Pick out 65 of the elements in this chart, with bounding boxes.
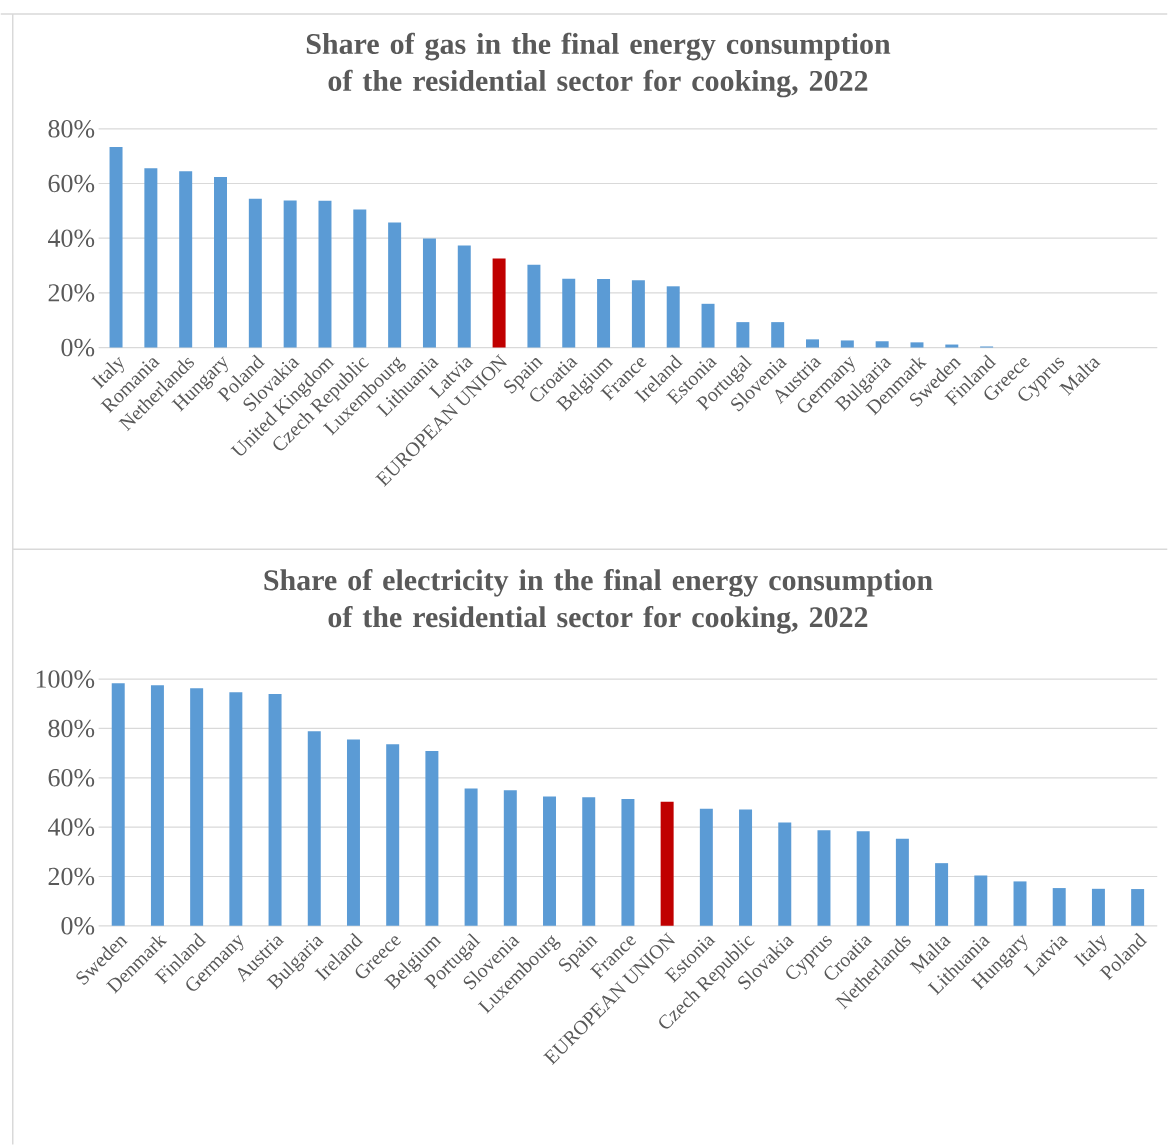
bar	[492, 258, 506, 348]
bar	[739, 809, 753, 926]
y-tick-label: 20%	[48, 867, 95, 886]
bar	[214, 176, 227, 348]
bar	[109, 146, 123, 348]
y-tick-label: 100%	[36, 670, 95, 688]
bar	[464, 788, 478, 926]
bar	[1013, 881, 1027, 926]
chart-title: Share of gas in the final energy consumption of the residential sector for cooking, 2022	[306, 32, 891, 98]
bar	[974, 875, 988, 926]
bar	[283, 200, 297, 348]
bar	[248, 198, 262, 348]
bar	[386, 744, 400, 926]
chart-title: Share of electricity in the final energy consumption of the residential sector for cooking, 2022	[264, 568, 933, 634]
y-tick-label: 0%	[61, 338, 95, 357]
bar	[856, 831, 870, 926]
y-tick-label: 60%	[48, 174, 95, 193]
bar	[621, 798, 635, 926]
bar	[1091, 888, 1105, 926]
bar	[307, 731, 321, 926]
bar	[422, 238, 436, 348]
bar	[597, 278, 611, 348]
y-tick-label: 20%	[48, 283, 95, 302]
y-tick-label: 80%	[48, 119, 95, 138]
bar	[1131, 888, 1145, 926]
bar	[840, 340, 854, 348]
bar	[144, 168, 158, 348]
bar	[111, 683, 125, 926]
bar	[806, 339, 819, 348]
bar	[935, 863, 949, 926]
bar	[771, 321, 785, 348]
y-tick-label: 40%	[48, 818, 95, 836]
bar	[179, 171, 193, 348]
y-tick-label: 0%	[61, 916, 95, 935]
bar	[582, 797, 596, 926]
y-tick-label: 80%	[48, 719, 95, 738]
bar	[150, 685, 164, 926]
bar	[268, 693, 282, 926]
bar	[660, 801, 674, 926]
bar	[346, 739, 360, 926]
bar	[631, 280, 645, 348]
bar	[666, 286, 680, 348]
bar	[945, 344, 959, 348]
bar	[701, 303, 715, 348]
bar	[875, 341, 889, 348]
bar	[388, 222, 402, 348]
bar	[736, 321, 750, 348]
y-tick-label: 60%	[48, 768, 95, 787]
bar	[425, 750, 439, 926]
bar	[1052, 887, 1066, 926]
bar	[353, 209, 367, 348]
bar	[543, 796, 557, 926]
bar	[778, 822, 792, 926]
bar	[910, 342, 924, 348]
bar	[562, 278, 576, 348]
bar	[318, 200, 332, 348]
bar	[229, 692, 243, 926]
bar	[895, 838, 909, 926]
bar	[190, 688, 204, 926]
y-tick-label: 40%	[48, 229, 95, 247]
bar	[527, 264, 541, 348]
bar	[699, 808, 713, 926]
bar	[817, 830, 831, 926]
bar	[457, 245, 471, 348]
bar	[503, 789, 517, 926]
